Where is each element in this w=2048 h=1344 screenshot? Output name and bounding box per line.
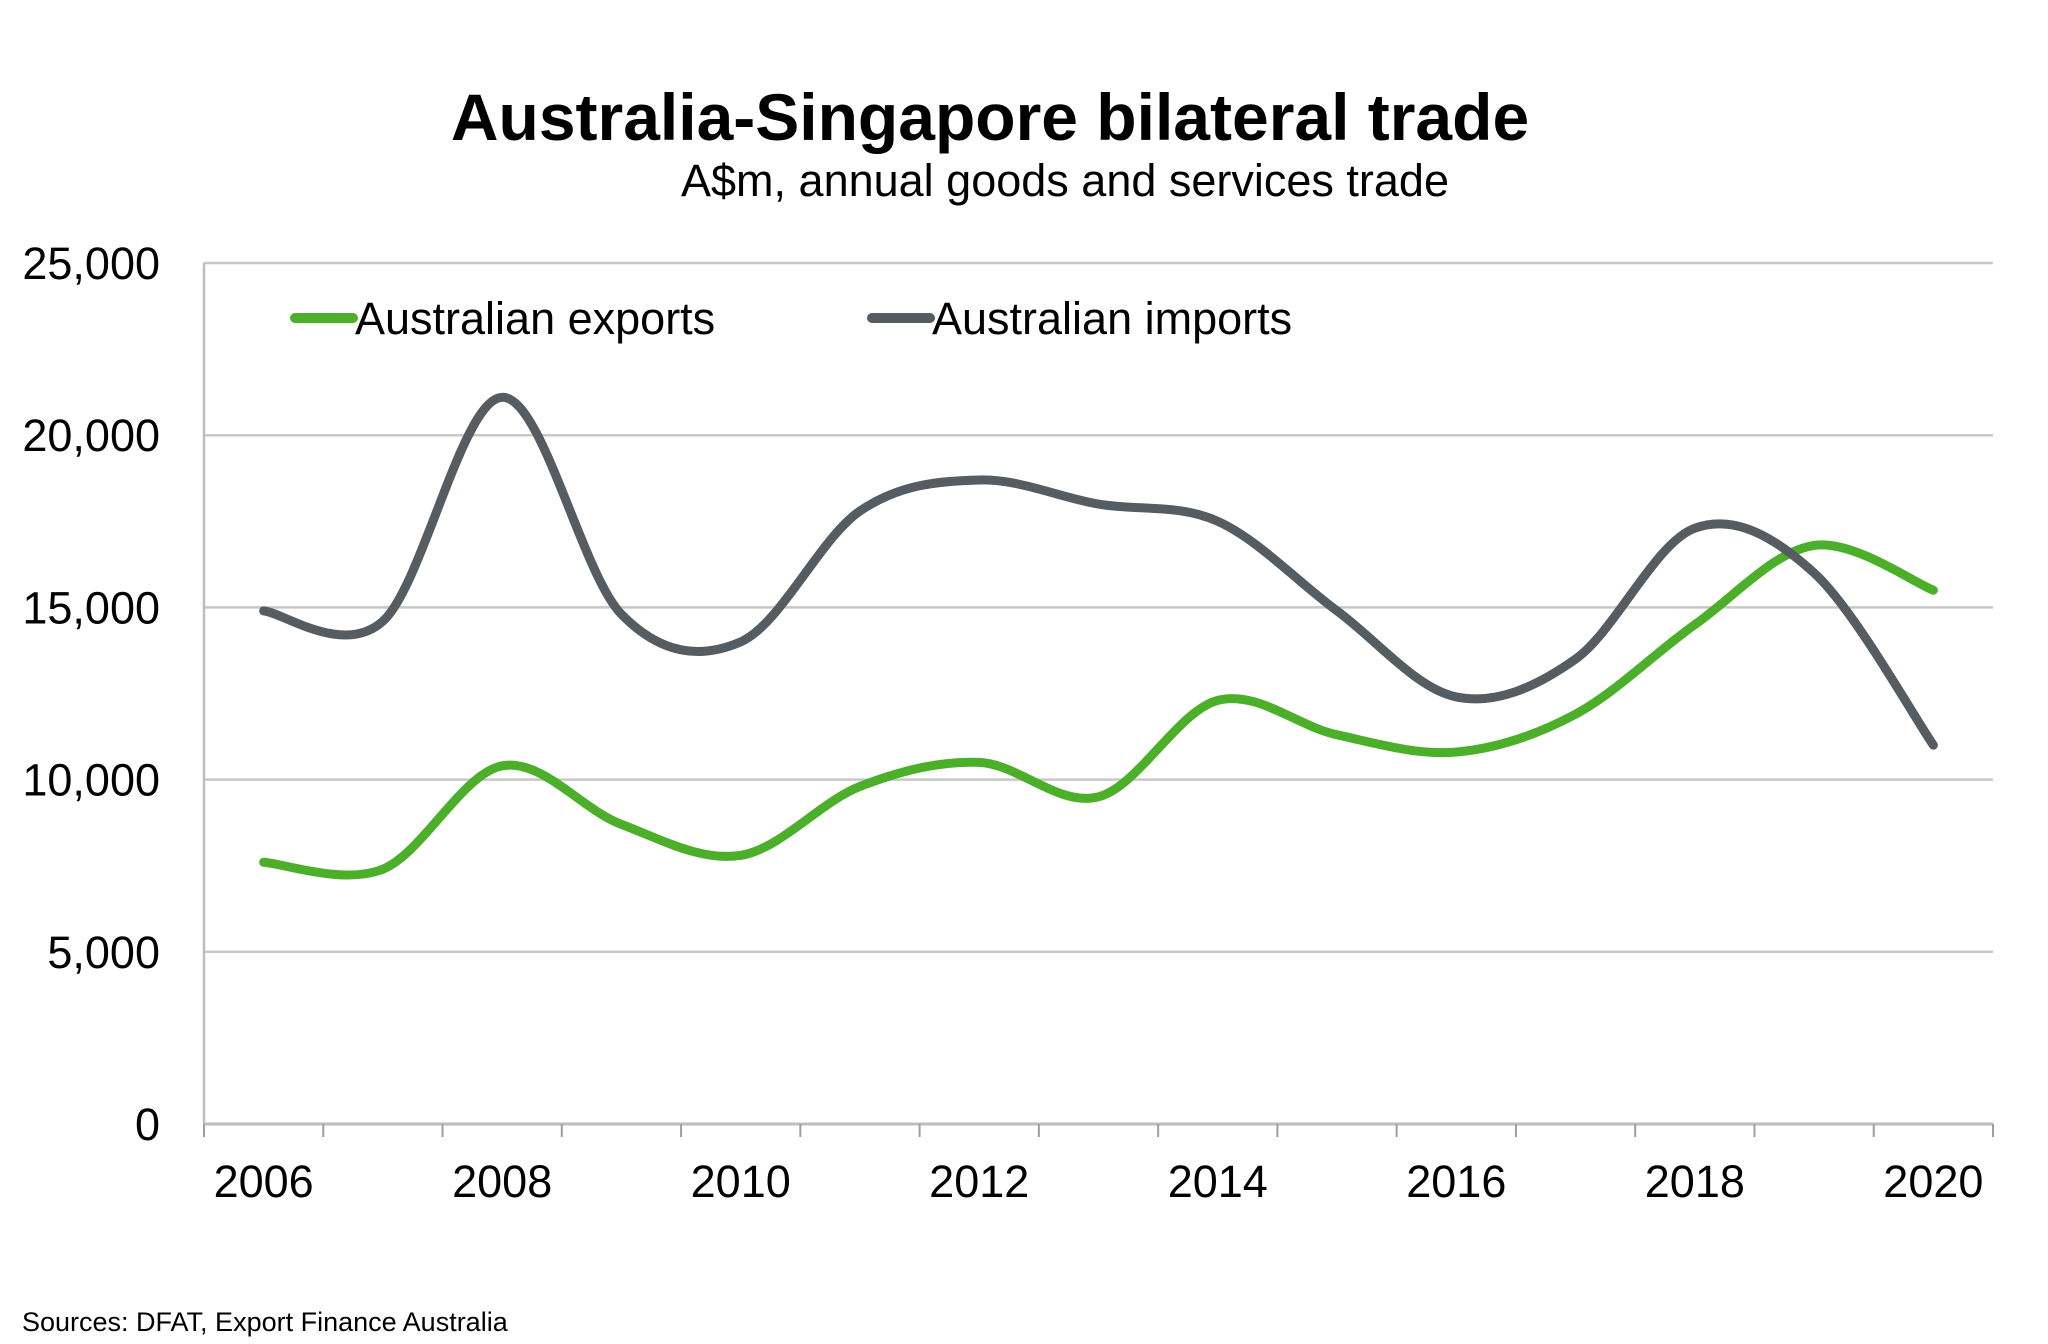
x-tick-label: 2016 [1406,1156,1506,1207]
legend-label-australian-imports: Australian imports [932,293,1292,344]
chart-subtitle: A$m, annual goods and services trade [681,155,1449,206]
x-tick-label: 2010 [691,1156,791,1207]
y-tick-label: 20,000 [22,410,160,461]
y-tick-label: 10,000 [22,755,160,806]
y-tick-label: 5,000 [47,927,160,978]
x-tick-label: 2008 [452,1156,552,1207]
x-tick-label: 2014 [1168,1156,1268,1207]
x-tick-label: 2006 [214,1156,314,1207]
x-tick-label: 2018 [1645,1156,1745,1207]
series-line-australian-imports [259,392,1938,750]
series-line-australian-exports [259,540,1938,880]
legend-label-australian-exports: Australian exports [355,293,715,344]
y-tick-label: 15,000 [22,582,160,633]
y-tick-label: 25,000 [22,238,160,289]
x-tick-label: 2020 [1883,1156,1983,1207]
chart-title: Australia-Singapore bilateral trade [451,80,1529,154]
x-tick-label: 2012 [929,1156,1029,1207]
source-note: Sources: DFAT, Export Finance Australia [22,1307,509,1337]
y-tick-label: 0 [135,1099,160,1150]
